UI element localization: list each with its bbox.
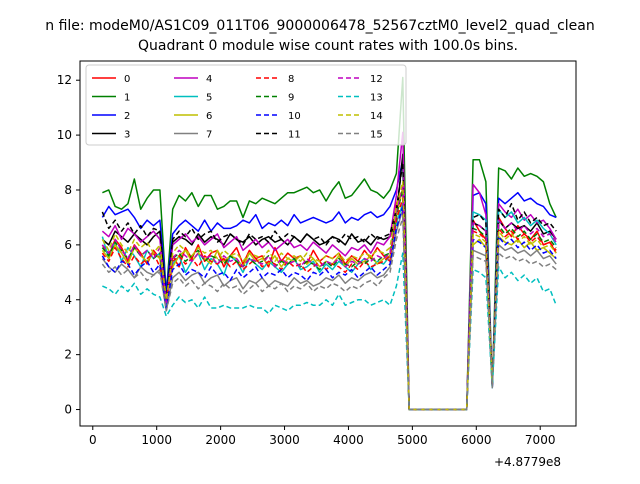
x-tick-label: 7000 [525,433,556,447]
series-line-8 [101,197,557,411]
legend-label-7: 7 [206,130,212,141]
series-line-9 [101,189,557,411]
y-tick-label: 4 [64,293,72,307]
series-line-7 [101,208,557,411]
y-tick-label: 8 [64,183,72,197]
legend-label-11: 11 [288,130,301,141]
y-tick-label: 0 [64,403,72,417]
legend-label-9: 9 [288,93,294,104]
figure-suptitle: n file: modeM0/AS1C09_011T06_9000006478_… [45,18,594,34]
legend-label-13: 13 [370,93,383,104]
series-line-13 [102,252,557,411]
x-tick-label: 3000 [269,433,300,447]
x-axis-offset-label: +4.8779e8 [494,455,561,469]
x-tick-label: 6000 [461,433,492,447]
series-line-11 [101,161,557,411]
legend-label-8: 8 [288,74,294,85]
y-tick-label: 10 [57,128,72,142]
series-line-1 [102,76,557,411]
y-tick-label: 6 [64,238,72,252]
legend-label-2: 2 [124,111,130,122]
series-line-14 [101,181,557,411]
series-line-15 [101,216,557,411]
series-line-12 [101,183,557,411]
legend-label-10: 10 [288,111,301,122]
x-tick-label: 1000 [141,433,172,447]
legend-label-12: 12 [370,74,383,85]
x-tick-label: 4000 [333,433,364,447]
chart-title: Quadrant 0 module wise count rates with … [138,38,518,54]
legend-label-15: 15 [370,130,383,141]
y-tick-label: 2 [64,348,72,362]
legend-label-4: 4 [206,74,212,85]
plot-frame [79,60,577,427]
x-tick-label: 2000 [205,433,236,447]
legend-label-5: 5 [206,93,212,104]
legend-label-3: 3 [124,130,130,141]
x-tick-label: 5000 [397,433,428,447]
series-line-10 [101,205,557,411]
x-tick-label: 0 [89,433,97,447]
series-line-4 [101,131,557,411]
legend-label-14: 14 [370,111,383,122]
legend-label-1: 1 [124,93,130,104]
y-tick-label: 12 [57,73,72,87]
legend-label-0: 0 [124,74,130,85]
legend-label-6: 6 [206,111,212,122]
legend-box [85,64,407,146]
